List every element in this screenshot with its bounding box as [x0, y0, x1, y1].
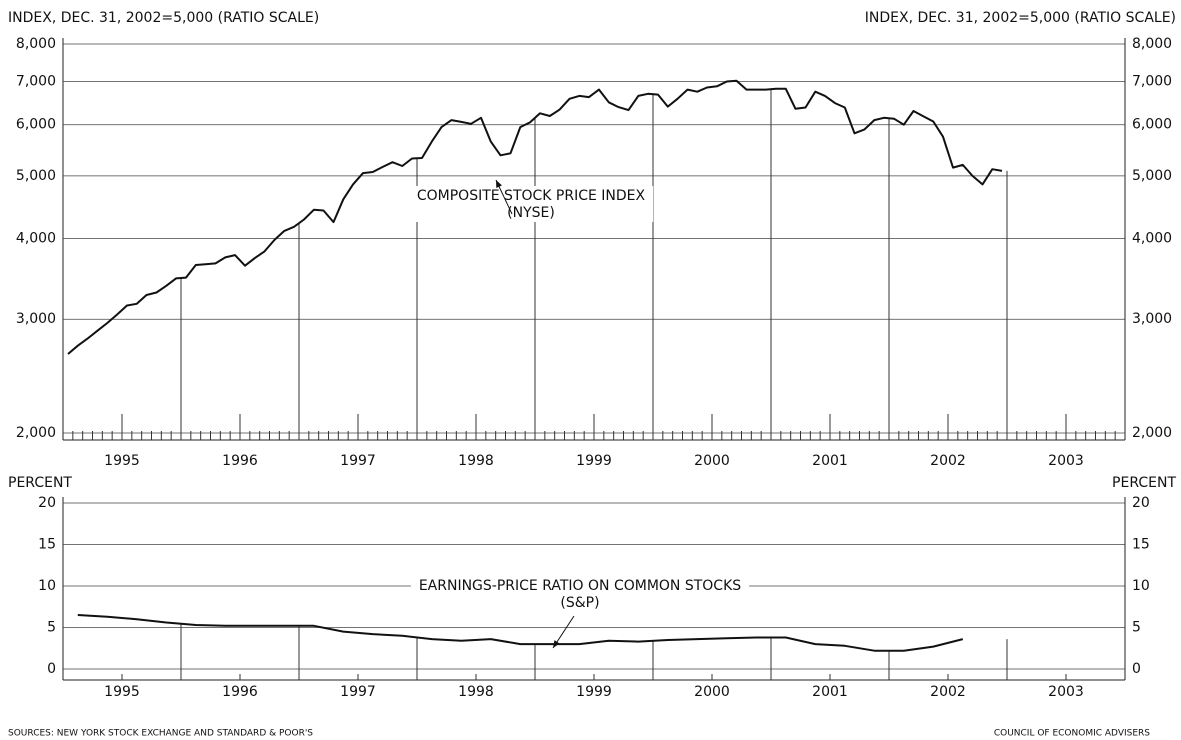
x-tick-label: 2001	[812, 684, 848, 700]
x-tick-label: 2000	[694, 684, 730, 700]
y-axis-label: PERCENT	[8, 475, 72, 491]
x-tick-label: 1996	[222, 453, 258, 469]
x-tick-label: 1995	[104, 684, 140, 700]
credit-note: COUNCIL OF ECONOMIC ADVISERS	[994, 729, 1150, 739]
y-tick-label: 0	[47, 661, 56, 677]
y-axis-label-right: PERCENT	[1112, 475, 1176, 491]
y-tick-label: 7,000	[16, 73, 56, 89]
y-tick-label: 20	[38, 495, 56, 511]
y-tick-label-right: 5,000	[1132, 168, 1172, 184]
y-tick-label-right: 4,000	[1132, 231, 1172, 247]
y-axis-label-right: INDEX, DEC. 31, 2002=5,000 (RATIO SCALE)	[865, 10, 1176, 26]
y-tick-label-right: 0	[1132, 661, 1141, 677]
y-tick-label: 2,000	[16, 425, 56, 441]
y-axis-label: INDEX, DEC. 31, 2002=5,000 (RATIO SCALE)	[8, 10, 319, 26]
annotation: COMPOSITE STOCK PRICE INDEX	[417, 188, 646, 204]
x-tick-label: 2000	[694, 453, 730, 469]
x-tick-label: 2003	[1048, 453, 1084, 469]
x-tick-label: 1997	[340, 453, 376, 469]
y-tick-label: 15	[38, 537, 56, 553]
x-tick-label: 1998	[458, 453, 494, 469]
x-tick-label: 2002	[930, 453, 966, 469]
y-tick-label-right: 7,000	[1132, 73, 1172, 89]
y-tick-label-right: 15	[1132, 537, 1150, 553]
x-tick-label: 2002	[930, 684, 966, 700]
data-line	[77, 614, 964, 652]
y-tick-label: 10	[38, 578, 56, 594]
y-tick-label-right: 8,000	[1132, 36, 1172, 52]
y-tick-label-right: 3,000	[1132, 311, 1172, 327]
y-tick-label: 5,000	[16, 168, 56, 184]
y-tick-label-right: 6,000	[1132, 117, 1172, 133]
x-tick-label: 2001	[812, 453, 848, 469]
y-tick-label-right: 5	[1132, 620, 1141, 636]
y-tick-label: 6,000	[16, 117, 56, 133]
annotation: EARNINGS-PRICE RATIO ON COMMON STOCKS	[419, 578, 741, 594]
x-tick-label: 2003	[1048, 684, 1084, 700]
y-tick-label: 8,000	[16, 36, 56, 52]
x-tick-label: 1998	[458, 684, 494, 700]
y-tick-label: 3,000	[16, 311, 56, 327]
annotation: (S&P)	[560, 595, 599, 611]
x-tick-label: 1997	[340, 684, 376, 700]
y-tick-label-right: 2,000	[1132, 425, 1172, 441]
sources-note: SOURCES: NEW YORK STOCK EXCHANGE AND STA…	[8, 729, 313, 739]
x-tick-label: 1999	[576, 453, 612, 469]
x-tick-label: 1999	[576, 684, 612, 700]
annotation-background	[410, 576, 750, 612]
y-tick-label-right: 20	[1132, 495, 1150, 511]
y-tick-label: 5	[47, 620, 56, 636]
data-line	[67, 79, 1003, 355]
y-tick-label: 4,000	[16, 231, 56, 247]
x-tick-label: 1996	[222, 684, 258, 700]
annotation-background	[408, 186, 654, 222]
y-tick-label-right: 10	[1132, 578, 1150, 594]
annotation: (NYSE)	[507, 205, 555, 221]
annotation-arrowhead	[496, 180, 502, 188]
x-tick-label: 1995	[104, 453, 140, 469]
